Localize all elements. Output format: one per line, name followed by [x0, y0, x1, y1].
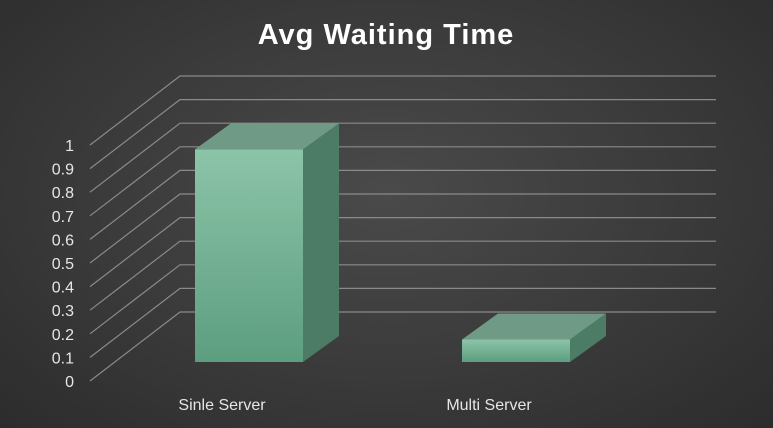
gridline	[89, 287, 716, 358]
gridline	[89, 311, 716, 382]
gridline	[89, 217, 716, 288]
y-tick-label: 0.5	[52, 256, 74, 273]
gridline	[89, 122, 716, 193]
gridline	[89, 146, 716, 217]
x-axis-categories: Sinle Server Multi Server	[178, 397, 532, 414]
bar-top	[462, 313, 606, 340]
gridline	[89, 193, 716, 264]
y-tick-label: 0.7	[52, 209, 74, 226]
x-category-label: Sinle Server	[178, 397, 266, 414]
y-tick-label: 0.9	[52, 162, 74, 179]
bar-front	[462, 339, 570, 362]
bar-side	[570, 313, 606, 362]
gridlines	[89, 75, 716, 382]
y-tick-label: 0.6	[52, 232, 74, 249]
y-tick-label: 0.1	[52, 350, 74, 367]
bar-1	[195, 123, 339, 362]
x-category-label: Multi Server	[446, 397, 532, 414]
y-tick-label: 0	[65, 374, 74, 391]
bars	[195, 123, 606, 362]
bar-front	[195, 149, 303, 362]
gridline	[89, 99, 716, 170]
gridline	[89, 264, 716, 335]
y-tick-label: 0.4	[52, 280, 74, 297]
y-axis-ticks: 0 0.1 0.2 0.3 0.4 0.5 0.6 0.7 0.8 0.9 1	[52, 138, 74, 391]
bar-top	[195, 123, 339, 150]
bar-2	[462, 313, 606, 362]
y-tick-label: 1	[65, 138, 74, 155]
gridline	[89, 240, 716, 311]
chart-title: Avg Waiting Time	[258, 19, 515, 51]
gridline	[89, 75, 716, 146]
y-tick-label: 0.2	[52, 327, 74, 344]
y-tick-label: 0.3	[52, 303, 74, 320]
bar-side	[303, 123, 339, 362]
gridline	[89, 169, 716, 240]
y-tick-label: 0.8	[52, 185, 74, 202]
